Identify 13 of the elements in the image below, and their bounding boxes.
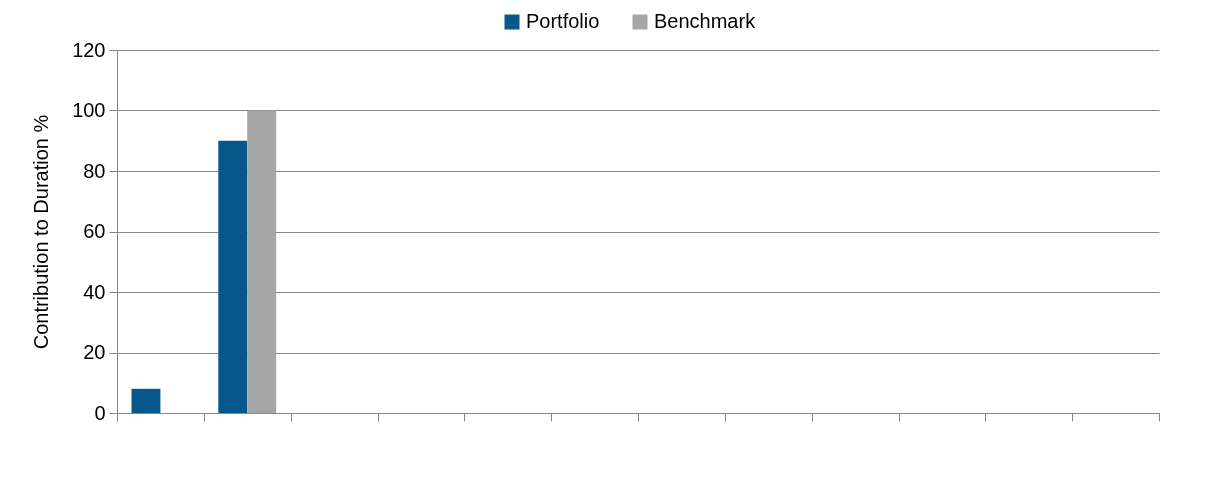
y-tick-label: 20 [83, 341, 106, 363]
y-axis-title: Contribution to Duration % [30, 114, 53, 350]
bar [218, 140, 248, 413]
y-tick-label: 80 [83, 159, 106, 182]
legend-label: Benchmark [654, 10, 757, 32]
legend-label: Portfolio [526, 10, 600, 32]
y-tick-label: 100 [72, 99, 106, 121]
y-tick-label: 120 [72, 38, 106, 61]
y-tick-label: 60 [83, 220, 106, 242]
y-tick-label: 0 [94, 401, 106, 424]
bar [131, 388, 161, 413]
y-tick-label: 40 [83, 280, 106, 303]
bar [247, 110, 277, 413]
